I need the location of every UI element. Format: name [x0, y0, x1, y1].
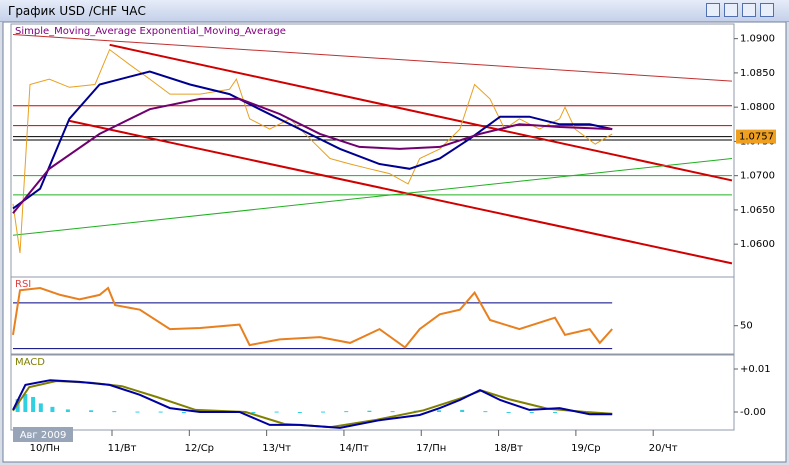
y-tick-label: +0.01 [740, 364, 771, 375]
y-tick-label: 1.0800 [740, 102, 775, 113]
trend-line [12, 34, 733, 82]
chart: Simple_Moving_Average Exponential_Moving… [2, 22, 787, 463]
y-tick-label: 1.0850 [740, 68, 775, 79]
histogram-bar [23, 393, 28, 413]
histogram-bar [65, 409, 70, 413]
last-price-label: 1.0757 [739, 132, 774, 143]
histogram-bar [506, 412, 511, 414]
x-tick-label: 10/Пн [30, 443, 60, 454]
histogram-bar [529, 412, 534, 414]
series-line [12, 379, 613, 429]
trend-line [12, 158, 733, 236]
histogram-bar [181, 412, 186, 414]
x-tick-label: 11/Вт [108, 443, 137, 454]
y-tick-label: -0.00 [740, 407, 766, 418]
x-tick-label: 12/Ср [185, 443, 214, 454]
window-title: График USD /CHF ЧАС [8, 4, 146, 18]
x-tick-label: 13/Чт [262, 443, 291, 454]
minimize-button[interactable] [706, 3, 720, 17]
panel-title: MACD [15, 357, 45, 368]
panel [10, 354, 735, 431]
histogram-bar [112, 411, 117, 413]
series-line [12, 286, 613, 349]
x-tick-label: 14/Пт [339, 443, 369, 454]
panel [10, 276, 735, 355]
histogram-bar [552, 412, 557, 414]
restore-button[interactable] [724, 3, 738, 17]
histogram-bar [344, 411, 349, 413]
histogram-bar [297, 412, 302, 414]
panel-title: Simple_Moving_Average Exponential_Moving… [15, 26, 286, 37]
y-tick-label: 1.0700 [740, 171, 775, 182]
y-tick-label: 1.0900 [740, 34, 775, 45]
date-badge [13, 427, 73, 442]
histogram-bar [135, 411, 140, 413]
histogram-bar [321, 411, 326, 413]
y-tick-label: 50 [740, 321, 753, 332]
chart-frame [2, 22, 787, 463]
x-tick-label: 18/Вт [494, 443, 523, 454]
histogram-bar [31, 396, 36, 413]
histogram-bar [483, 411, 488, 413]
histogram-bar [38, 403, 43, 413]
y-tick-label: 1.0650 [740, 205, 775, 216]
histogram-bar [50, 406, 55, 413]
x-tick-label: 17/Пн [416, 443, 446, 454]
histogram-bar [390, 411, 395, 413]
panel-title: RSI [15, 279, 31, 290]
last-price-box [736, 129, 776, 144]
histogram-bar [251, 412, 256, 414]
trend-line [69, 119, 733, 265]
y-tick-label: 1.0600 [740, 239, 775, 250]
histogram-bar [274, 411, 279, 413]
series-line [12, 70, 613, 210]
title-bar: График USD /CHF ЧАС [0, 0, 789, 22]
x-tick-label: 19/Ср [571, 443, 600, 454]
trend-line [109, 43, 733, 182]
histogram-bar [158, 411, 163, 413]
series-line [12, 48, 613, 254]
date-badge-label: Авг 2009 [20, 430, 67, 441]
x-tick-label: 20/Чт [649, 443, 678, 454]
histogram-bar [89, 410, 94, 413]
histogram-bar [436, 410, 441, 413]
series-line [12, 97, 613, 214]
close-button[interactable] [760, 3, 774, 17]
histogram-bar [367, 410, 372, 413]
maximize-button[interactable] [742, 3, 756, 17]
histogram-bar [460, 409, 465, 413]
